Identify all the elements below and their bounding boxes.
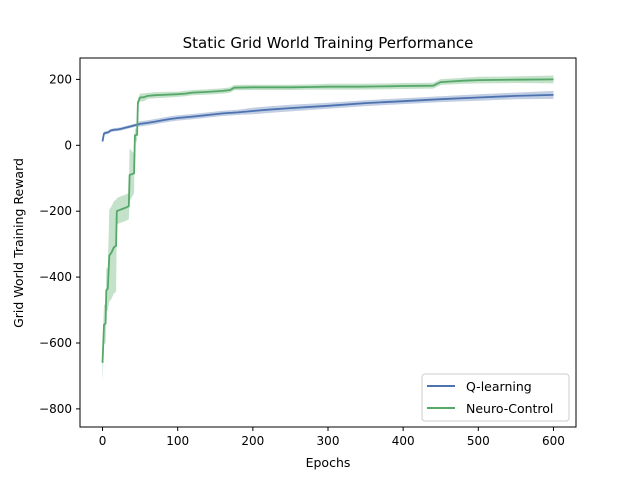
axes: 0 100 200 300 400 500 600 −800 −600 −400 −200 0 200	[39, 57, 577, 448]
x-tick-label: 0	[99, 434, 107, 448]
legend: Q-learning Neuro-Control	[421, 373, 570, 422]
y-tick-label: −800	[39, 402, 72, 416]
legend-box	[421, 373, 570, 422]
x-tick-label: 500	[467, 434, 490, 448]
plot-area	[101, 75, 554, 383]
legend-label-neuro-control: Neuro-Control	[466, 401, 553, 416]
series-line-q-learning	[101, 94, 554, 142]
y-tick-label: −200	[39, 204, 72, 218]
x-tick-label: 100	[166, 434, 189, 448]
y-tick-label: −400	[39, 270, 72, 284]
y-tick-label: 0	[64, 138, 72, 152]
series-line-neuro-control	[101, 78, 554, 363]
x-tick-label: 200	[241, 434, 264, 448]
x-tick-label: 300	[317, 434, 340, 448]
x-tick-label: 600	[542, 434, 565, 448]
y-axis-label: Grid World Training Reward	[11, 158, 26, 328]
x-tick-label: 400	[392, 434, 415, 448]
y-tick-label: 200	[49, 72, 72, 86]
x-axis-label: Epochs	[306, 455, 351, 470]
y-tick-label: −600	[39, 336, 72, 350]
legend-label-q-learning: Q-learning	[466, 379, 532, 394]
chart-title: Static Grid World Training Performance	[183, 34, 474, 52]
